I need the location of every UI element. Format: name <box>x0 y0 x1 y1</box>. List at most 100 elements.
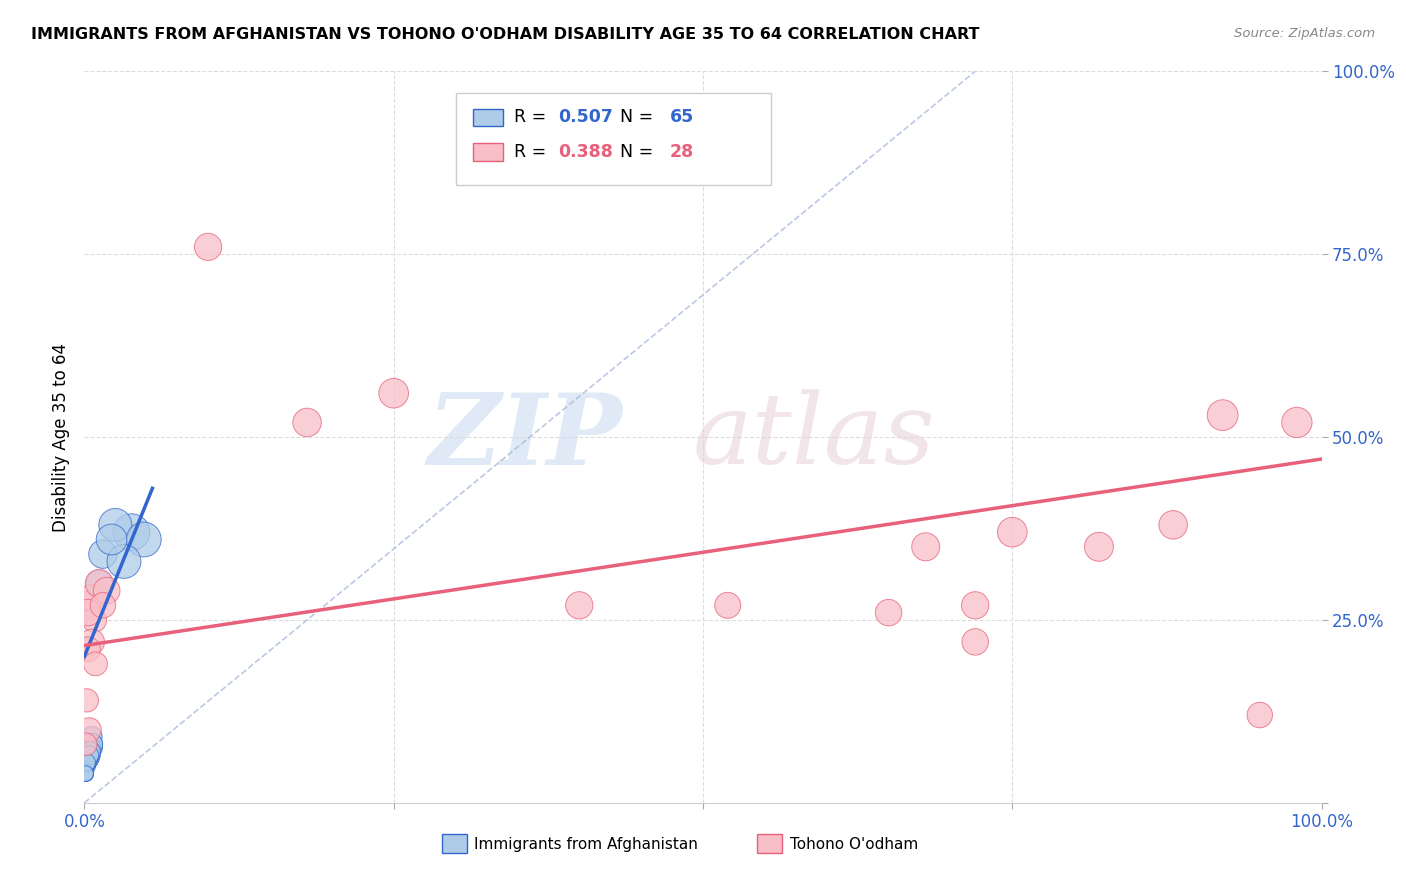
Point <box>80 635 103 649</box>
Point <box>80 737 103 751</box>
Point <box>79 752 101 766</box>
Point <box>79 745 101 759</box>
Text: N =: N = <box>620 109 659 127</box>
Point <box>1249 708 1271 723</box>
Point <box>84 657 107 671</box>
Text: R =: R = <box>513 109 551 127</box>
Text: ZIP: ZIP <box>427 389 623 485</box>
Point <box>104 517 127 532</box>
Point <box>100 533 122 547</box>
Point <box>91 547 114 561</box>
Point <box>77 752 100 766</box>
Point <box>79 752 101 766</box>
Point <box>77 745 100 759</box>
Point <box>75 759 97 773</box>
Point <box>79 752 101 766</box>
Point <box>1088 540 1111 554</box>
Point <box>568 599 591 613</box>
Text: IMMIGRANTS FROM AFGHANISTAN VS TOHONO O'ODHAM DISABILITY AGE 35 TO 64 CORRELATIO: IMMIGRANTS FROM AFGHANISTAN VS TOHONO O'… <box>31 27 980 42</box>
Point <box>75 759 97 773</box>
Point <box>76 752 98 766</box>
Point <box>76 756 98 770</box>
Point <box>914 540 936 554</box>
Point <box>75 756 97 770</box>
FancyBboxPatch shape <box>441 834 467 853</box>
Text: 0.507: 0.507 <box>558 109 613 127</box>
FancyBboxPatch shape <box>456 94 770 185</box>
Point <box>76 759 98 773</box>
Point <box>75 766 97 780</box>
Point <box>717 599 740 613</box>
Point <box>76 756 98 770</box>
Point <box>76 756 98 770</box>
Text: N =: N = <box>620 143 659 161</box>
Point <box>75 737 97 751</box>
Point <box>80 740 103 755</box>
Point <box>96 583 118 598</box>
Point <box>77 748 100 763</box>
Point <box>75 766 97 780</box>
Point <box>75 759 97 773</box>
Point <box>79 740 101 755</box>
Point <box>112 554 135 568</box>
Point <box>76 756 98 770</box>
Point <box>965 599 987 613</box>
Point <box>1001 525 1024 540</box>
Point <box>76 752 98 766</box>
Point <box>76 752 98 766</box>
Point <box>77 752 100 766</box>
Point <box>382 386 405 401</box>
Point <box>76 756 98 770</box>
Point <box>76 756 98 770</box>
Point <box>295 416 318 430</box>
Point <box>77 748 100 763</box>
Point <box>79 745 101 759</box>
Point <box>79 745 101 759</box>
Point <box>79 737 101 751</box>
FancyBboxPatch shape <box>758 834 782 853</box>
Point <box>76 752 98 766</box>
Text: atlas: atlas <box>693 390 936 484</box>
Text: Immigrants from Afghanistan: Immigrants from Afghanistan <box>474 837 697 852</box>
Point <box>1161 517 1184 532</box>
Point <box>965 635 987 649</box>
Point <box>77 642 100 657</box>
FancyBboxPatch shape <box>472 109 502 127</box>
Point <box>77 752 100 766</box>
Point <box>75 759 97 773</box>
Point <box>79 748 101 763</box>
Point <box>120 525 142 540</box>
Point <box>76 756 98 770</box>
Text: Source: ZipAtlas.com: Source: ZipAtlas.com <box>1234 27 1375 40</box>
Point <box>89 576 111 591</box>
Point <box>197 240 219 254</box>
Point <box>77 756 100 770</box>
Point <box>79 748 101 763</box>
Point <box>79 748 101 763</box>
Point <box>79 723 101 737</box>
Point <box>1212 408 1234 422</box>
Point <box>75 759 97 773</box>
Point <box>77 748 100 763</box>
Point <box>132 533 155 547</box>
Point <box>83 613 105 627</box>
Point <box>76 756 98 770</box>
Point <box>77 745 100 759</box>
Point <box>75 766 97 780</box>
Point <box>79 748 101 763</box>
Point <box>77 752 100 766</box>
Point <box>79 745 101 759</box>
Point <box>79 591 101 605</box>
Point <box>80 737 103 751</box>
Text: Tohono O'odham: Tohono O'odham <box>790 837 918 852</box>
Point <box>77 752 100 766</box>
Point <box>80 730 103 744</box>
Point <box>77 752 100 766</box>
Y-axis label: Disability Age 35 to 64: Disability Age 35 to 64 <box>52 343 70 532</box>
Text: 65: 65 <box>669 109 693 127</box>
Point <box>91 599 114 613</box>
Point <box>79 745 101 759</box>
Point <box>1285 416 1308 430</box>
Text: 28: 28 <box>669 143 693 161</box>
Point <box>75 759 97 773</box>
